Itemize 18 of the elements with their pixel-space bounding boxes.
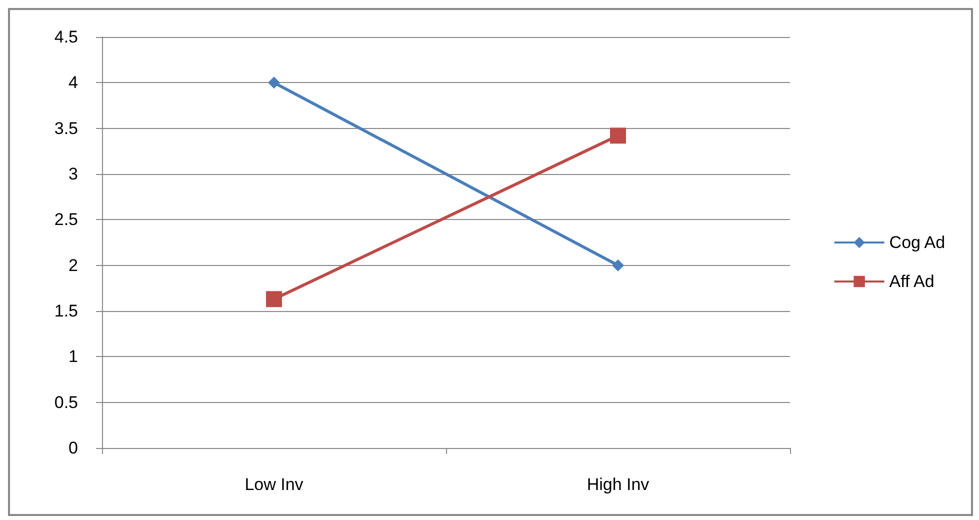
x-tick-label: Low Inv: [244, 475, 304, 494]
y-tick-label: 3: [68, 164, 78, 184]
y-tick-label: 0: [68, 438, 78, 458]
legend-label: Cog Ad: [889, 233, 946, 252]
y-tick-label: 1: [68, 347, 78, 366]
legend-label: Aff Ad: [889, 272, 934, 291]
point: [610, 128, 626, 144]
point: [268, 76, 280, 89]
y-tick-label: 2.5: [54, 210, 78, 230]
point: [266, 291, 282, 308]
y-tick-label: 2: [68, 256, 78, 275]
y-tick-label: 1.5: [54, 302, 78, 320]
x-tick-label: High Inv: [586, 475, 650, 494]
point: [612, 259, 624, 272]
y-tick-label: 0.5: [54, 392, 78, 412]
y-tick-label: 3.5: [54, 118, 78, 138]
y-tick-label: 4: [68, 73, 78, 92]
y-tick-label: 4.5: [54, 28, 78, 46]
